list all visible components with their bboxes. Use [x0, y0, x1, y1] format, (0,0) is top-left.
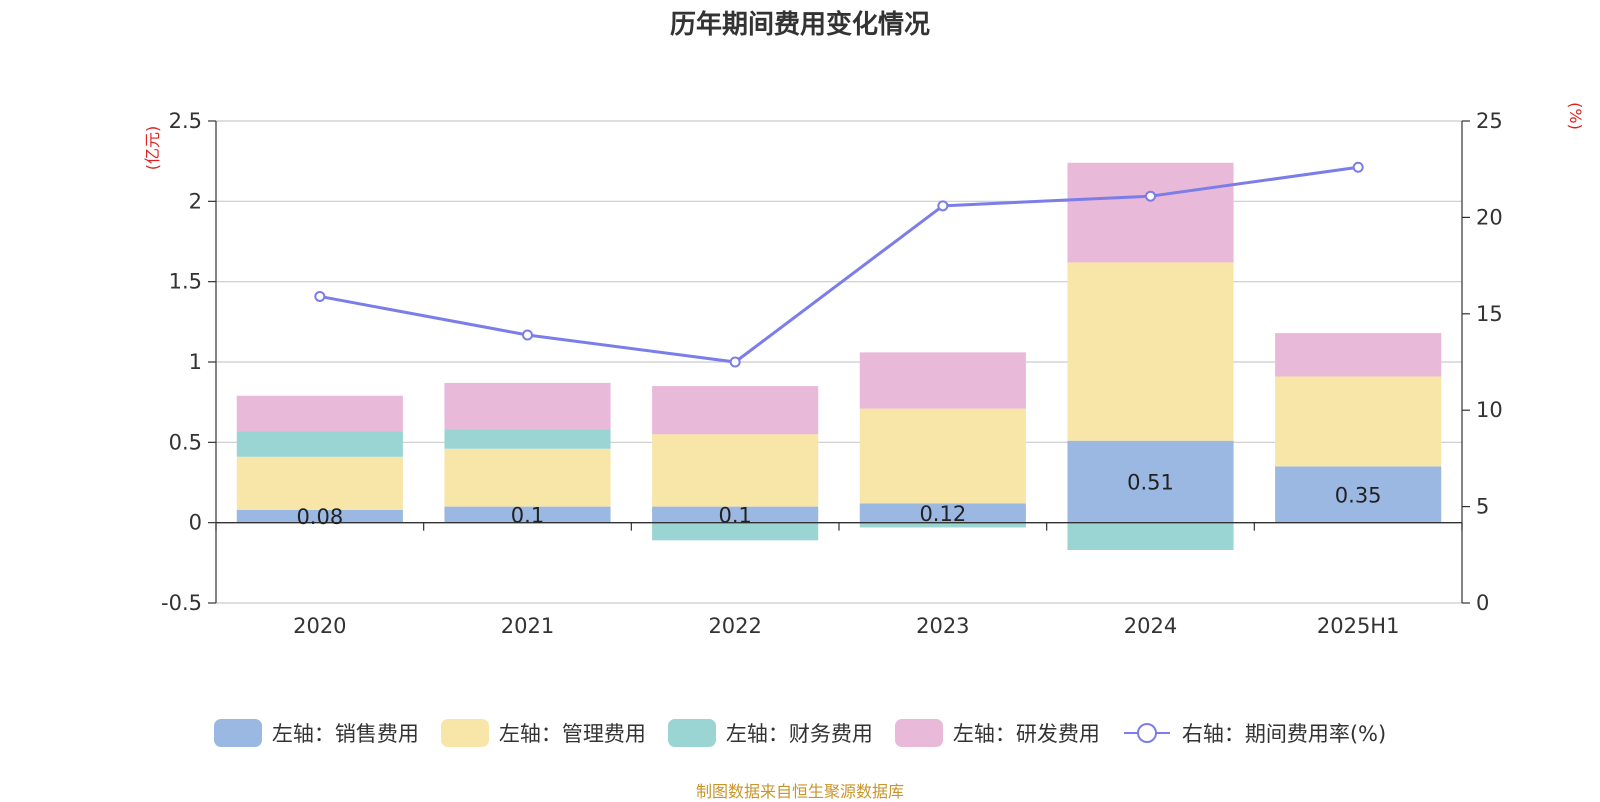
- bar-finance-2024: [1067, 522, 1234, 550]
- expense-rate-point-2021: [522, 329, 533, 341]
- legend-label-admin: 左轴：管理费用: [498, 722, 646, 746]
- right-axis-tick-label: 20: [1476, 205, 1503, 229]
- bar-rnd-2020: [236, 395, 403, 432]
- legend-swatch-rnd: [894, 719, 943, 747]
- left-axis-tick-label: 2: [189, 189, 202, 213]
- expense-rate-point-2020: [314, 290, 326, 302]
- legend-item-rnd[interactable]: 左轴：研发费用: [894, 718, 1100, 748]
- bar-finance-2020: [236, 431, 403, 457]
- bar-finance-2023: [859, 522, 1026, 528]
- expense-rate-point-2024: [1145, 190, 1156, 202]
- legend-label-sales: 左轴：销售费用: [271, 722, 419, 746]
- legend: 左轴：销售费用 左轴：管理费用 左轴：财务费用 左轴：研发费用 右轴：期间费用率…: [0, 718, 1600, 748]
- bar-rnd-2025H1: [1275, 333, 1442, 377]
- bar-finance-2022: [652, 522, 819, 541]
- x-axis-tick-label: 2022: [708, 614, 761, 638]
- legend-label-finance: 左轴：财务费用: [725, 722, 873, 746]
- legend-label-expense-rate: 右轴：期间费用率(%): [1181, 722, 1387, 746]
- legend-line-marker-icon: [1123, 723, 1170, 743]
- bar-rnd-2021: [444, 382, 611, 430]
- bar-sales-2023: [859, 503, 1026, 523]
- left-axis-tick-label: 1: [189, 350, 202, 374]
- bar-data-label: 0.12: [919, 502, 966, 526]
- bar-admin-2024: [1067, 262, 1234, 441]
- expense-rate-point-2025H1: [1352, 161, 1364, 173]
- left-axis-tick-label: 1.5: [169, 270, 202, 294]
- bar-sales-2022: [652, 506, 819, 523]
- right-axis-tick-label: 5: [1476, 495, 1489, 519]
- bar-data-label: 0.35: [1335, 484, 1382, 508]
- right-axis-tick-label: 0: [1476, 591, 1489, 615]
- left-axis-tick-label: 0: [189, 511, 202, 535]
- x-axis-tick-label: 2024: [1124, 614, 1177, 638]
- bar-data-label: 0.08: [296, 505, 343, 529]
- bar-data-label: 0.51: [1127, 471, 1174, 495]
- x-axis-tick-label: 2025H1: [1317, 614, 1400, 638]
- bar-admin-2021: [444, 448, 611, 507]
- x-axis-tick-label: 2023: [916, 614, 969, 638]
- bar-data-label: 0.1: [718, 504, 751, 528]
- source-note: 制图数据来自恒生聚源数据库: [695, 782, 904, 801]
- bar-sales-2021: [444, 506, 611, 523]
- left-axis-tick-label: 2.5: [169, 109, 202, 133]
- chart-title: 历年期间费用变化情况: [669, 10, 930, 40]
- bar-sales-2025H1: [1275, 466, 1442, 523]
- expense-rate-point-2022: [729, 356, 741, 368]
- legend-swatch-admin: [440, 719, 489, 747]
- legend-item-finance[interactable]: 左轴：财务费用: [667, 718, 873, 748]
- bar-admin-2025H1: [1275, 376, 1442, 467]
- legend-swatch-finance: [667, 719, 716, 747]
- right-axis-tick-label: 15: [1476, 302, 1503, 326]
- expense-rate-line: [319, 165, 1359, 364]
- legend-item-expense-rate[interactable]: 右轴：期间费用率(%): [1122, 718, 1386, 748]
- right-axis-tick-label: 10: [1476, 398, 1503, 422]
- right-axis-unit: (%): [1566, 102, 1585, 130]
- bar-rnd-2024: [1067, 162, 1234, 263]
- legend-label-rnd: 左轴：研发费用: [952, 722, 1100, 746]
- bar-sales-2024: [1067, 440, 1234, 523]
- legend-swatch-sales: [213, 719, 262, 747]
- legend-item-sales[interactable]: 左轴：销售费用: [213, 718, 419, 748]
- expense-rate-point-2023: [937, 200, 949, 212]
- x-axis-tick-label: 2021: [501, 614, 554, 638]
- left-axis-tick-label: -0.5: [161, 591, 202, 615]
- x-axis-tick-label: 2020: [293, 614, 346, 638]
- legend-item-admin[interactable]: 左轴：管理费用: [440, 718, 646, 748]
- bar-rnd-2022: [652, 386, 819, 435]
- bar-admin-2020: [236, 456, 403, 510]
- bar-sales-2020: [236, 509, 403, 523]
- right-axis-tick-label: 25: [1476, 109, 1503, 133]
- bar-finance-2021: [444, 429, 611, 449]
- left-axis-tick-label: 0.5: [169, 430, 202, 454]
- bar-data-label: 0.1: [511, 504, 544, 528]
- left-axis-unit: (亿元): [143, 126, 162, 171]
- bar-rnd-2023: [859, 352, 1026, 409]
- bar-admin-2023: [859, 408, 1026, 504]
- bar-admin-2022: [652, 434, 819, 507]
